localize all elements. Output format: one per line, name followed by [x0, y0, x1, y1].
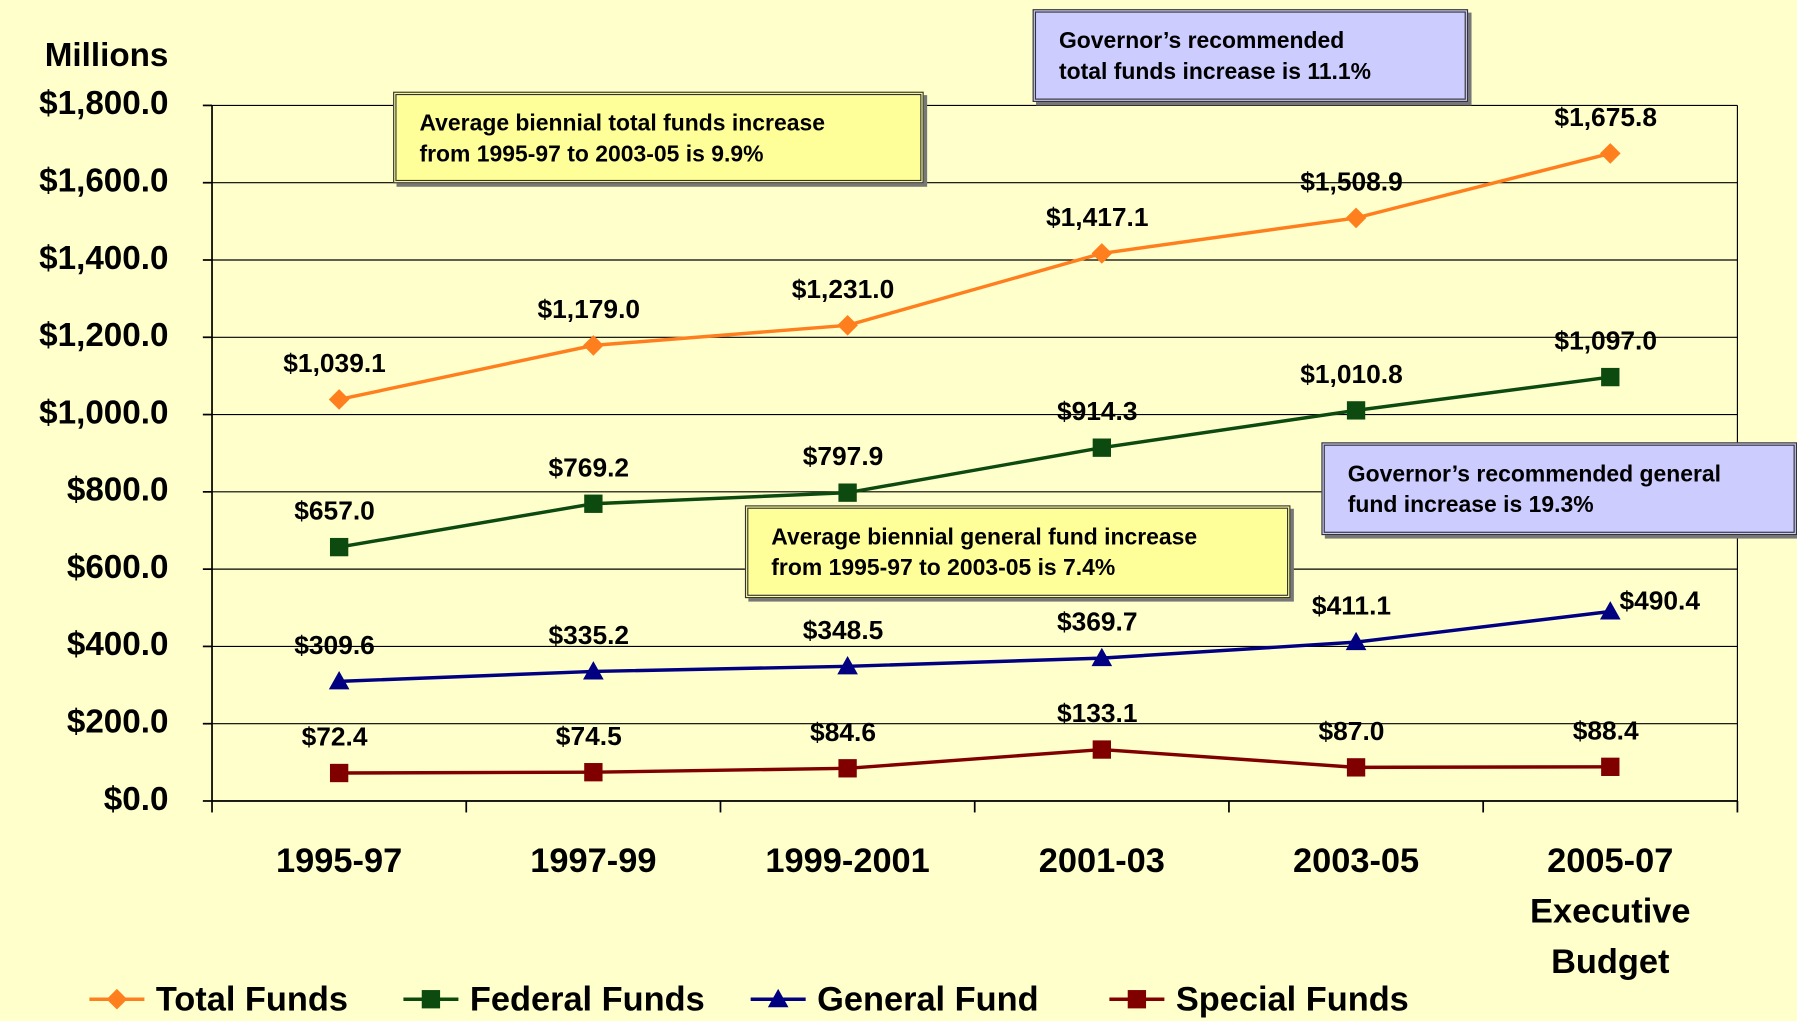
data-label: $1,039.1: [283, 348, 386, 378]
annotation-text: Average biennial general fund increase: [771, 524, 1198, 551]
marker: [106, 988, 128, 1010]
series-line: [338, 375, 1611, 549]
data-label: $914.3: [1057, 396, 1138, 426]
y-tick-label: $0.0: [104, 781, 169, 818]
data-label: $1,097.0: [1554, 326, 1657, 356]
marker: [1346, 401, 1366, 420]
data-label: $1,179.0: [538, 294, 641, 324]
marker: [1601, 757, 1620, 776]
marker: [1091, 243, 1113, 264]
marker: [1345, 631, 1367, 651]
data-label: $1,508.9: [1300, 166, 1403, 196]
marker: [837, 314, 858, 336]
marker: [421, 990, 441, 1009]
legend-label: Special Funds: [1176, 981, 1409, 1019]
annotation-text: Governor’s recommended: [1058, 28, 1345, 54]
x-tick-label: 1995-97: [276, 842, 403, 881]
x-tick-label: 1999-2001: [765, 842, 930, 881]
marker: [837, 656, 858, 675]
marker: [1127, 990, 1147, 1009]
y-tick-label: $200.0: [67, 703, 169, 740]
marker: [584, 763, 603, 782]
annotation-text: fund increase is 19.3%: [1347, 492, 1594, 518]
legend-label: General Fund: [817, 981, 1038, 1019]
data-label: $1,231.0: [792, 274, 895, 304]
marker: [1599, 143, 1621, 164]
marker: [1601, 367, 1620, 387]
x-tick-label: 2001-03: [1038, 842, 1165, 881]
y-tick-label: $1,600.0: [39, 162, 168, 199]
marker: [329, 763, 349, 783]
marker: [838, 483, 857, 502]
data-label: $657.0: [294, 496, 375, 526]
annotation-text: from 1995-97 to 2003-05 is 7.4%: [771, 555, 1116, 581]
annotation-box: Average biennial general fund increase fr…: [744, 505, 1291, 599]
y-tick-label: $1,200.0: [39, 317, 168, 354]
series: $72.4 $74.5 $84.6 $133.1 $87.0 $88.4: [302, 698, 1639, 783]
marker: [328, 671, 350, 690]
marker: [838, 759, 857, 778]
data-label: $797.9: [803, 441, 884, 471]
marker: [1346, 758, 1366, 777]
data-label: $1,010.8: [1300, 359, 1403, 389]
data-label: $87.0: [1319, 716, 1385, 746]
y-tick-label: $1,800.0: [39, 85, 168, 122]
y-axis-label: Millions: [45, 37, 169, 74]
data-label: $1,675.8: [1554, 102, 1657, 132]
data-label: $335.2: [548, 620, 629, 650]
annotation-box: Governor’s recommended general fund incre…: [1321, 442, 1797, 536]
data-label: $88.4: [1573, 715, 1639, 745]
series-line: [339, 747, 1611, 775]
data-label: $348.5: [803, 615, 884, 645]
series: $657.0 $769.2 $797.9 $914.3 $1,010.8 $1,097.0: [294, 326, 1657, 557]
series-line: [338, 151, 1611, 402]
data-label: $490.4: [1619, 585, 1700, 615]
data-label: $309.6: [294, 630, 375, 660]
marker: [328, 389, 350, 410]
data-label: $74.5: [556, 721, 622, 751]
y-tick-label: $1,000.0: [39, 394, 168, 431]
marker: [1091, 647, 1113, 667]
data-label: $133.1: [1057, 698, 1138, 728]
legend-label: Total Funds: [156, 981, 348, 1019]
data-label: $1,417.1: [1046, 202, 1149, 232]
data-label: $72.4: [302, 722, 368, 752]
marker: [1345, 207, 1367, 229]
y-tick-label: $400.0: [67, 626, 169, 663]
x-tick-label: 2003-05: [1292, 842, 1420, 881]
legend-label: Federal Funds: [470, 981, 705, 1019]
data-label: $369.7: [1057, 607, 1138, 637]
x-tick-label: 1997-99: [530, 842, 657, 881]
data-label: $769.2: [548, 452, 629, 482]
y-tick-label: $600.0: [67, 549, 169, 586]
marker: [1092, 740, 1111, 759]
marker: [767, 988, 789, 1008]
annotation-text: total funds increase is 11.1%: [1058, 59, 1372, 85]
data-label: $84.6: [810, 717, 876, 747]
marker: [1092, 438, 1111, 457]
annotation-text: Average biennial total funds increase: [419, 111, 825, 137]
marker: [583, 335, 604, 356]
annotation-box: Average biennial total funds increase fro…: [393, 91, 924, 184]
annotation-box: Governor’s recommended total funds increa…: [1032, 9, 1469, 102]
x-tick-label: 2005-07 Executive Budget: [1530, 842, 1691, 981]
series: $309.6 $335.2 $348.5 $369.7 $411.1 $490.4: [294, 585, 1700, 690]
annotation-text: from 1995-97 to 2003-05 is 9.9%: [419, 142, 764, 168]
annotation-text: Governor’s recommended general: [1347, 461, 1721, 488]
series-line: [339, 609, 1611, 684]
y-tick-label: $800.0: [67, 472, 169, 509]
marker: [1599, 601, 1621, 620]
marker: [329, 537, 349, 557]
series: $1,039.1 $1,179.0 $1,231.0 $1,417.1 $1,508.9…: [283, 102, 1657, 410]
y-tick-label: $1,400.0: [39, 240, 168, 277]
data-label: $411.1: [1312, 591, 1391, 621]
marker: [583, 661, 604, 680]
marker: [584, 494, 603, 513]
